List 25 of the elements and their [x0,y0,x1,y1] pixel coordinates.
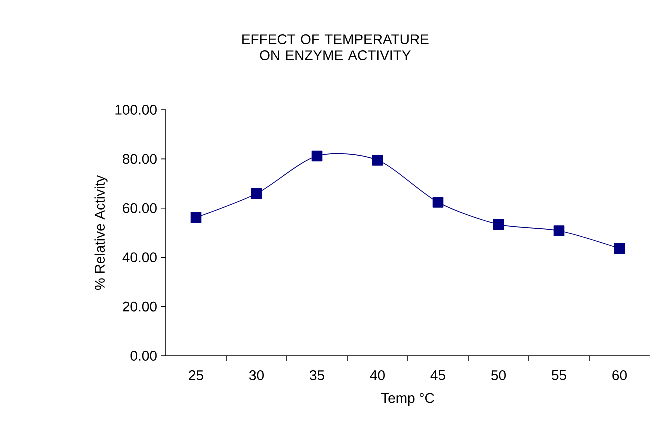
chart-title: EFFECT OF TEMPERATURE ON ENZYME ACTIVITY [242,34,429,60]
point [614,243,626,254]
x-tick-label: 60 [612,370,627,380]
x-tick-label: 40 [370,370,385,380]
x-tick-label: 25 [189,370,204,380]
point [190,212,202,224]
point [554,226,565,236]
y-tick-label: 0.00 [130,351,157,361]
x-tick-label: 45 [430,370,446,380]
x-tick-label: 35 [310,370,324,380]
y-tick-label: 40.00 [122,252,157,263]
point [251,188,262,200]
y-axis-title: % Relative Activity [94,175,108,290]
x-axis-title: Temp °C [381,393,434,406]
y-tick-label: 20.00 [123,302,157,312]
point [312,150,323,162]
point [372,155,384,166]
point [493,219,504,230]
x-tick-label: 30 [249,370,264,380]
x-tick-label: 55 [552,370,566,380]
y-tick-label: 80.00 [123,154,157,164]
point [432,197,444,208]
x-tick-label: 50 [492,370,506,380]
y-tick-label: 100.00 [116,105,157,115]
y-tick-label: 60.00 [123,203,157,214]
